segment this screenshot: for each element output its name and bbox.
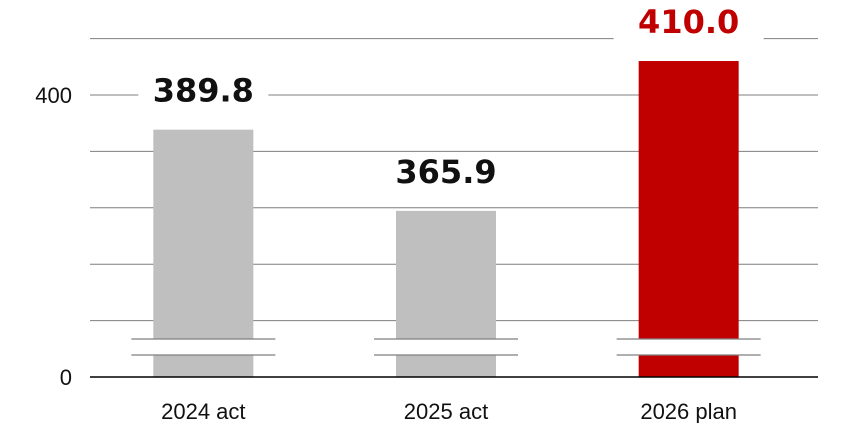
y-tick-label: 400 xyxy=(35,83,72,108)
break-gap xyxy=(616,339,761,355)
x-category-label: 2025 act xyxy=(404,399,488,423)
data-label-backdrop xyxy=(138,71,269,112)
data-label: 389.8 xyxy=(153,72,254,110)
x-axis-categories: 2024 act 2025 act 2026 plan xyxy=(161,399,737,423)
axis-break-marks xyxy=(131,338,761,356)
bar xyxy=(153,129,254,377)
data-label: 365.9 xyxy=(395,153,496,191)
y-tick-label: 0 xyxy=(60,365,72,390)
y-axis-ticks: 0 400 xyxy=(35,83,72,390)
data-label-backdrop xyxy=(613,3,764,44)
x-category-label: 2024 act xyxy=(161,399,245,423)
break-gap xyxy=(374,339,518,355)
x-category-label: 2026 plan xyxy=(640,399,737,423)
break-gap xyxy=(131,339,276,355)
data-label-backdrop xyxy=(381,152,511,193)
data-labels: 389.8 365.9 410.0 xyxy=(138,3,764,193)
bars xyxy=(153,61,739,377)
bar xyxy=(638,61,739,377)
data-label: 410.0 xyxy=(638,3,739,41)
